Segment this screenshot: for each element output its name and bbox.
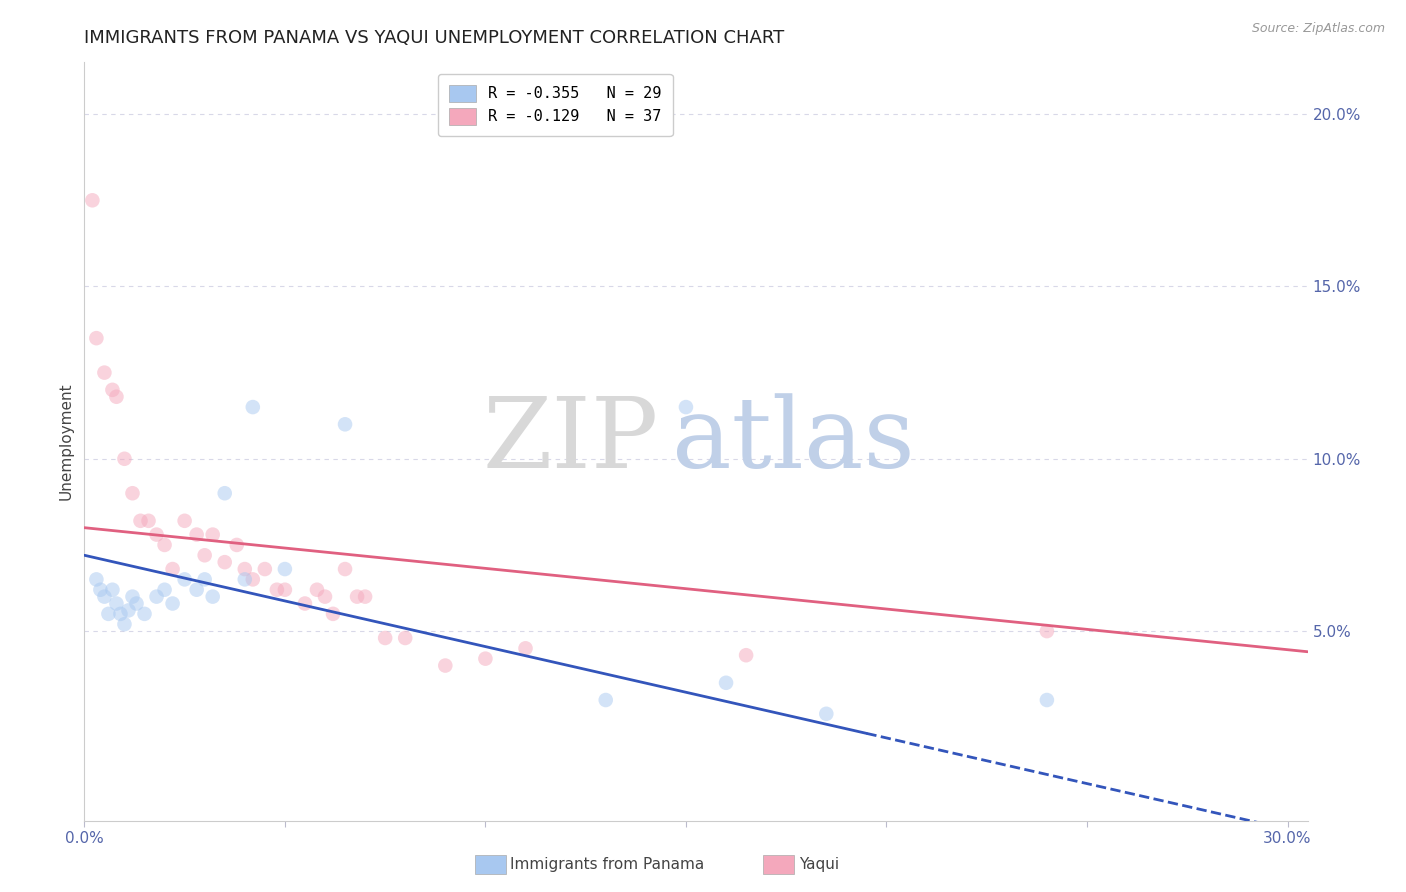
Point — [93, 366, 115, 380]
Text: Source: ZipAtlas.com: Source: ZipAtlas.com — [1251, 22, 1385, 36]
Point — [194, 573, 217, 587]
Point — [194, 548, 217, 563]
Text: Yaqui: Yaqui — [799, 857, 839, 871]
Point — [233, 562, 256, 576]
Point — [815, 706, 838, 721]
Point — [97, 607, 120, 621]
Point — [474, 651, 496, 665]
Point — [294, 597, 316, 611]
Point — [121, 590, 143, 604]
Text: atlas: atlas — [672, 393, 914, 490]
Point — [105, 597, 128, 611]
Point — [242, 400, 264, 414]
Point — [233, 573, 256, 587]
Point — [145, 527, 167, 541]
Point — [394, 631, 416, 645]
Point — [314, 590, 336, 604]
Point — [117, 603, 139, 617]
Point — [595, 693, 617, 707]
Point — [201, 590, 224, 604]
Point — [138, 514, 160, 528]
Point — [153, 538, 176, 552]
Point — [214, 486, 236, 500]
Point — [114, 617, 136, 632]
Text: ZIP: ZIP — [484, 393, 659, 490]
Point — [515, 641, 537, 656]
Text: IMMIGRANTS FROM PANAMA VS YAQUI UNEMPLOYMENT CORRELATION CHART: IMMIGRANTS FROM PANAMA VS YAQUI UNEMPLOY… — [84, 29, 785, 47]
Point — [735, 648, 758, 663]
Point — [305, 582, 328, 597]
Point — [134, 607, 156, 621]
Point — [86, 331, 108, 345]
Point — [110, 607, 132, 621]
Point — [125, 597, 148, 611]
Legend: R = -0.355   N = 29, R = -0.129   N = 37: R = -0.355 N = 29, R = -0.129 N = 37 — [439, 74, 672, 136]
Text: Immigrants from Panama: Immigrants from Panama — [510, 857, 704, 871]
Point — [1036, 693, 1059, 707]
Point — [82, 194, 104, 208]
Point — [354, 590, 377, 604]
Point — [333, 562, 356, 576]
Point — [105, 390, 128, 404]
Point — [89, 582, 111, 597]
Point — [93, 590, 115, 604]
Point — [346, 590, 368, 604]
Y-axis label: Unemployment: Unemployment — [58, 383, 73, 500]
Point — [675, 400, 697, 414]
Point — [225, 538, 247, 552]
Point — [201, 527, 224, 541]
Point — [86, 573, 108, 587]
Point — [121, 486, 143, 500]
Point — [274, 562, 297, 576]
Point — [714, 675, 737, 690]
Point — [214, 555, 236, 569]
Point — [145, 590, 167, 604]
Point — [374, 631, 396, 645]
Point — [173, 514, 195, 528]
Point — [266, 582, 288, 597]
Point — [101, 383, 124, 397]
Point — [129, 514, 152, 528]
Point — [173, 573, 195, 587]
Point — [242, 573, 264, 587]
Point — [322, 607, 344, 621]
Point — [101, 582, 124, 597]
Point — [333, 417, 356, 432]
Point — [153, 582, 176, 597]
Point — [274, 582, 297, 597]
Point — [253, 562, 276, 576]
Point — [186, 582, 208, 597]
Point — [114, 451, 136, 466]
Point — [434, 658, 457, 673]
Point — [1036, 624, 1059, 639]
Point — [186, 527, 208, 541]
Point — [162, 597, 184, 611]
Point — [162, 562, 184, 576]
